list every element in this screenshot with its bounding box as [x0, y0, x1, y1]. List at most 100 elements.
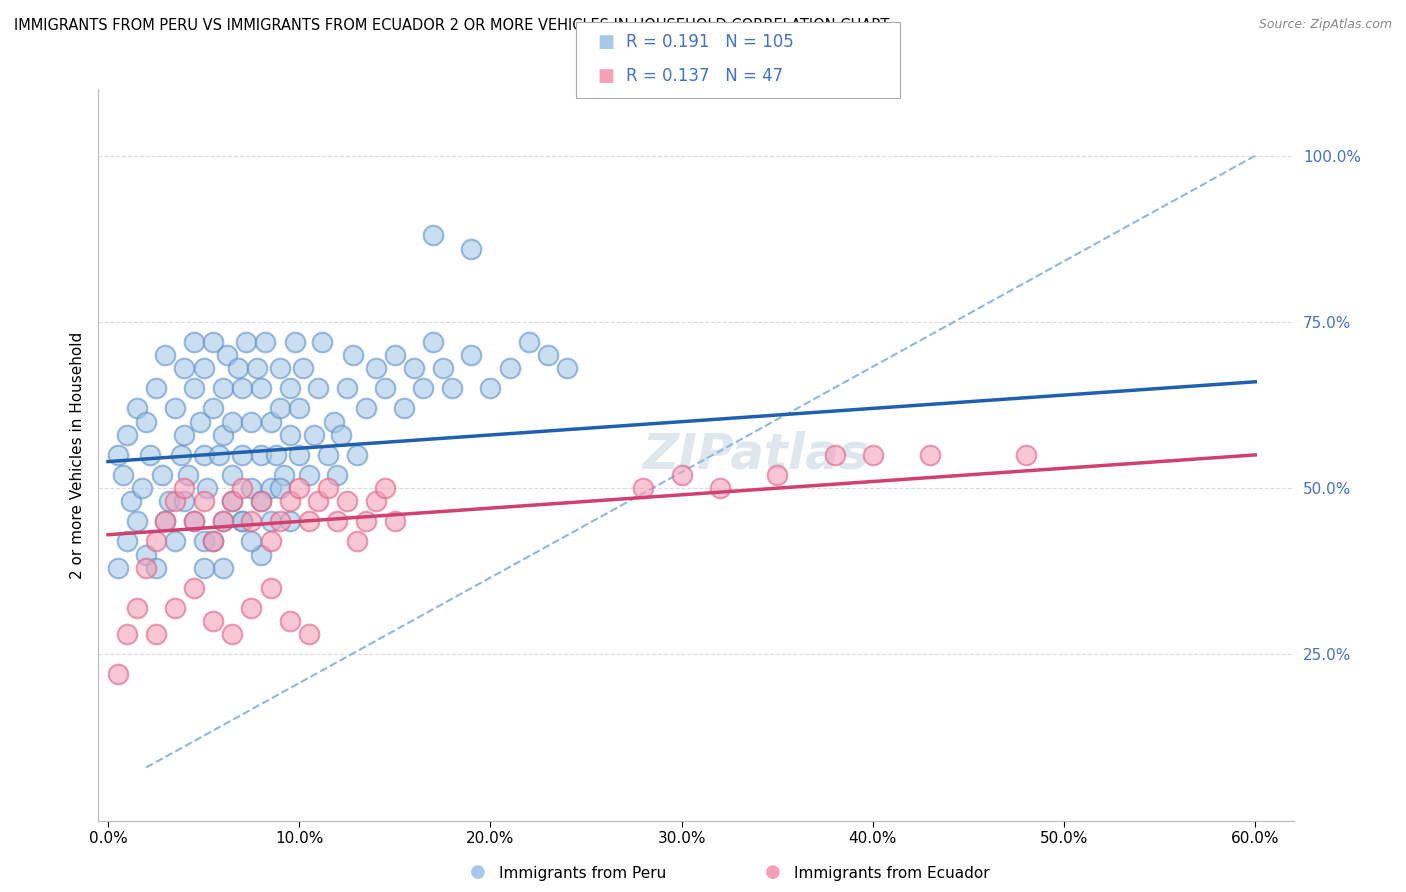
Point: [183, 381, 205, 395]
Point: [460, 242, 482, 256]
Point: [354, 515, 377, 529]
Point: [115, 627, 138, 641]
Point: [259, 415, 281, 429]
Point: [183, 334, 205, 349]
Point: [498, 361, 520, 376]
Point: [183, 515, 205, 529]
Point: [278, 428, 301, 442]
Point: [193, 561, 215, 575]
Point: [163, 600, 186, 615]
Text: Immigrants from Ecuador: Immigrants from Ecuador: [794, 866, 990, 881]
Point: [155, 348, 177, 362]
Point: [555, 361, 578, 376]
Point: [135, 561, 157, 575]
Point: [193, 534, 215, 549]
Point: [304, 428, 326, 442]
Point: [193, 494, 215, 508]
Point: [460, 348, 482, 362]
Point: [384, 515, 406, 529]
Point: [250, 494, 273, 508]
Point: [115, 428, 138, 442]
Point: [145, 561, 167, 575]
Point: [273, 467, 295, 482]
Point: [259, 581, 281, 595]
Point: [284, 334, 307, 349]
Point: [253, 334, 276, 349]
Point: [107, 561, 129, 575]
Point: [221, 415, 243, 429]
Point: [278, 614, 301, 628]
Point: [354, 401, 377, 416]
Point: [202, 614, 225, 628]
Point: [211, 428, 233, 442]
Point: [240, 515, 263, 529]
Point: [250, 448, 273, 462]
Point: [231, 515, 253, 529]
Point: [298, 467, 321, 482]
Point: [163, 534, 186, 549]
Point: [235, 334, 257, 349]
Point: [432, 361, 454, 376]
Text: ZIPatlas: ZIPatlas: [643, 431, 869, 479]
Point: [298, 515, 321, 529]
Point: [307, 494, 329, 508]
Text: ●: ●: [765, 863, 782, 881]
Point: [120, 494, 142, 508]
Point: [197, 481, 219, 495]
Point: [412, 381, 434, 395]
Point: [537, 348, 560, 362]
Point: [135, 548, 157, 562]
Point: [202, 534, 225, 549]
Point: [240, 481, 263, 495]
Point: [155, 515, 177, 529]
Point: [125, 515, 148, 529]
Point: [1015, 448, 1038, 462]
Text: R = 0.191   N = 105: R = 0.191 N = 105: [626, 33, 793, 51]
Point: [336, 494, 359, 508]
Point: [278, 494, 301, 508]
Point: [298, 627, 321, 641]
Point: [226, 361, 249, 376]
Point: [269, 401, 291, 416]
Point: [215, 348, 238, 362]
Point: [766, 467, 789, 482]
Point: [188, 415, 211, 429]
Point: [288, 448, 311, 462]
Point: [211, 515, 233, 529]
Point: [221, 627, 243, 641]
Point: [135, 415, 157, 429]
Point: [231, 448, 253, 462]
Point: [278, 381, 301, 395]
Point: [208, 448, 231, 462]
Point: [173, 428, 195, 442]
Point: [346, 534, 368, 549]
Point: [150, 467, 173, 482]
Point: [240, 600, 263, 615]
Point: [193, 448, 215, 462]
Point: [131, 481, 153, 495]
Point: [155, 515, 177, 529]
Point: [145, 534, 167, 549]
Point: [163, 494, 186, 508]
Text: ■: ■: [598, 33, 614, 51]
Point: [250, 494, 273, 508]
Point: [259, 481, 281, 495]
Point: [202, 401, 225, 416]
Point: [163, 401, 186, 416]
Text: ●: ●: [470, 863, 486, 881]
Point: [288, 481, 311, 495]
Point: [112, 467, 135, 482]
Point: [211, 561, 233, 575]
Point: [326, 467, 349, 482]
Point: [173, 481, 195, 495]
Point: [211, 381, 233, 395]
Point: [394, 401, 416, 416]
Point: [322, 415, 344, 429]
Point: [264, 448, 287, 462]
Point: [330, 428, 353, 442]
Point: [183, 515, 205, 529]
Point: [202, 534, 225, 549]
Point: [336, 381, 359, 395]
Point: [316, 448, 339, 462]
Point: [479, 381, 502, 395]
